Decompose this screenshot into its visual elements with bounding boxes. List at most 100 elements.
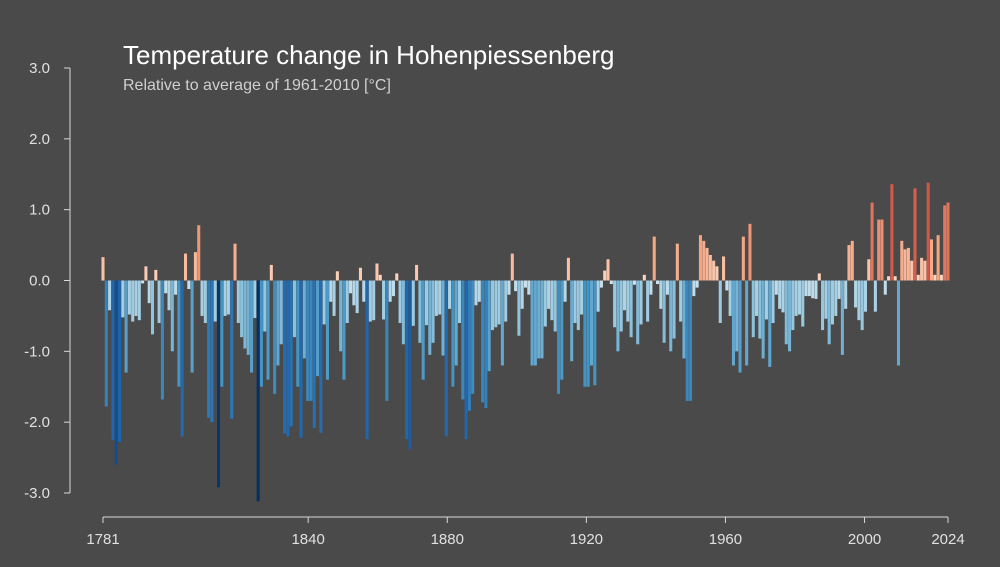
x-tick-label: 2024 [931, 531, 964, 548]
anomaly-bar [408, 280, 412, 450]
anomaly-bar [649, 280, 653, 295]
anomaly-bar [675, 243, 679, 281]
anomaly-bar [590, 280, 594, 366]
anomaly-bar [530, 280, 534, 366]
anomaly-bar [939, 274, 943, 281]
anomaly-bar [603, 270, 607, 281]
y-tick-label: 2.0 [29, 131, 50, 148]
anomaly-bar [378, 274, 382, 281]
anomaly-bar [920, 257, 924, 281]
anomaly-bar [167, 280, 171, 311]
anomaly-bar [490, 280, 495, 331]
anomaly-bar [593, 280, 597, 386]
anomaly-bar [253, 280, 257, 319]
anomaly-bar [606, 259, 610, 281]
anomaly-bar [355, 280, 359, 314]
anomaly-bar [926, 182, 930, 281]
anomaly-bar [309, 280, 313, 401]
anomaly-bar [692, 280, 696, 297]
anomaly-bar [266, 280, 270, 380]
anomaly-bar [685, 280, 689, 401]
anomaly-bar [626, 280, 630, 322]
anomaly-bar [434, 280, 438, 316]
anomaly-bar [299, 280, 303, 438]
anomaly-bar [794, 280, 798, 316]
anomaly-bar [844, 280, 848, 309]
chart-title: Temperature change in Hohenpiessenberg [123, 40, 615, 70]
anomaly-bar [646, 280, 650, 322]
anomaly-bar [804, 280, 808, 297]
anomaly-bar [243, 280, 247, 349]
anomaly-bar [840, 280, 844, 355]
anomaly-bar [933, 274, 937, 281]
anomaly-bar [256, 280, 260, 502]
anomaly-bar [514, 280, 518, 292]
anomaly-bar [121, 280, 125, 318]
anomaly-bar [533, 280, 537, 366]
anomaly-bar [877, 219, 881, 281]
anomaly-bar [358, 267, 362, 281]
anomaly-bar [223, 280, 227, 316]
anomaly-bar [814, 280, 818, 299]
anomaly-bar [890, 184, 894, 281]
anomaly-bar [438, 280, 442, 315]
anomaly-bar [352, 280, 356, 306]
anomaly-bar [471, 280, 475, 394]
anomaly-bar [656, 280, 660, 285]
anomaly-bar [325, 280, 329, 380]
anomaly-bar [764, 280, 768, 320]
anomaly-bar [388, 280, 392, 302]
anomaly-bar [193, 252, 197, 281]
anomaly-bar [906, 247, 910, 281]
anomaly-bar [418, 280, 422, 343]
y-tick-label: 3.0 [29, 60, 50, 77]
anomaly-bar [230, 280, 234, 419]
anomaly-bar [896, 280, 901, 366]
anomaly-bar [382, 280, 386, 320]
anomaly-bar [448, 280, 452, 309]
anomaly-bar [292, 280, 296, 338]
anomaly-bar [220, 280, 224, 387]
anomaly-bar [124, 280, 128, 373]
anomaly-bar [477, 280, 481, 302]
anomaly-bar [543, 280, 547, 327]
anomaly-bar [636, 280, 640, 345]
anomaly-bar [398, 280, 402, 323]
anomaly-bar [863, 280, 867, 312]
anomaly-bar [233, 243, 237, 281]
anomaly-bar [784, 280, 788, 345]
x-tick-label: 1840 [291, 531, 324, 548]
anomaly-bar [880, 219, 884, 281]
anomaly-bar [527, 280, 531, 295]
anomaly-bar [632, 280, 636, 285]
anomaly-bar [487, 280, 491, 372]
anomaly-bar [659, 280, 663, 309]
anomaly-bar [342, 280, 346, 380]
anomaly-bar [837, 280, 841, 299]
anomaly-bar [761, 280, 765, 359]
anomaly-bar [362, 280, 366, 302]
anomaly-bar [190, 280, 194, 373]
anomaly-bar [520, 280, 524, 309]
anomaly-bar [560, 280, 564, 380]
anomaly-bar [847, 245, 851, 281]
anomaly-bar [507, 280, 511, 295]
y-tick-label: -3.0 [24, 485, 50, 502]
anomaly-bar [451, 280, 455, 387]
anomaly-bar [665, 280, 669, 295]
anomaly-bar [679, 280, 683, 322]
anomaly-bar [164, 280, 168, 294]
anomaly-bar [916, 274, 920, 281]
anomaly-bar [580, 280, 584, 315]
x-tick-label: 1920 [570, 531, 603, 548]
anomaly-bar [850, 240, 854, 281]
anomaly-bar [758, 280, 762, 339]
y-tick-label: -2.0 [24, 414, 50, 431]
anomaly-bar [929, 239, 934, 281]
anomaly-bar [131, 280, 135, 322]
anomaly-bar [415, 264, 419, 281]
anomaly-bar [830, 280, 834, 325]
anomaly-bar [834, 280, 838, 316]
anomaly-bar [497, 280, 501, 325]
